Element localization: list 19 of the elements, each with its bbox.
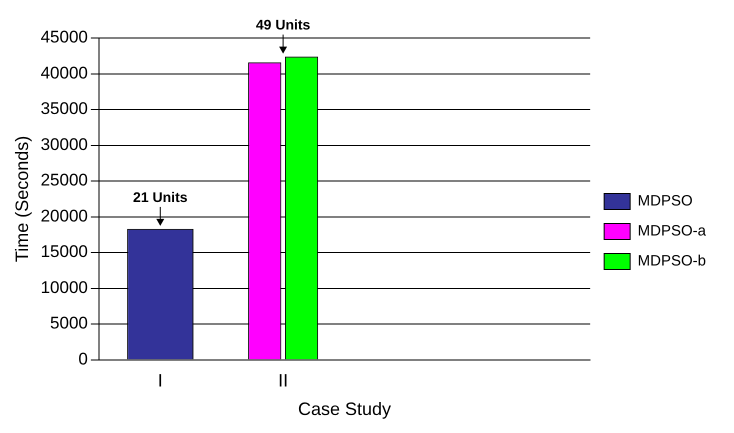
y-tick-label: 30000 xyxy=(40,134,88,154)
legend-label: MDPSO xyxy=(638,192,693,210)
y-tick-label: 35000 xyxy=(40,99,88,118)
y-tick-label: 20000 xyxy=(40,206,88,226)
y-tick-label: 15000 xyxy=(40,242,88,262)
legend-label: MDPSO-b xyxy=(638,252,706,270)
x-axis-title: Case Study xyxy=(298,399,392,420)
x-tick-label: II xyxy=(278,370,288,391)
legend-label: MDPSO-a xyxy=(638,222,707,240)
annotation: 21 Units xyxy=(133,188,188,205)
y-tick-label: 40000 xyxy=(40,63,88,82)
annotation: 49 Units xyxy=(256,16,311,32)
x-tick-label: I xyxy=(158,370,163,391)
y-tick-label: 5000 xyxy=(50,314,88,333)
y-axis-title: Time (Seconds) xyxy=(12,136,32,262)
y-tick-label: 45000 xyxy=(40,28,88,47)
y-tick-label: 10000 xyxy=(40,278,88,297)
y-tick-label: 0 xyxy=(78,349,88,368)
y-tick-label: 25000 xyxy=(40,170,88,190)
